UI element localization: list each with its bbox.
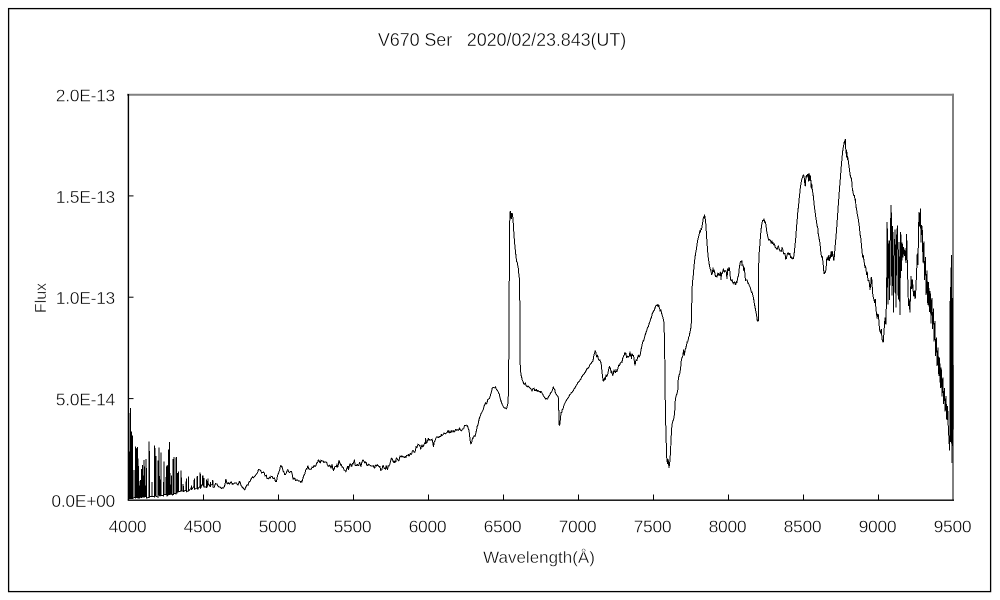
svg-text:1.0E-13: 1.0E-13 [56,288,115,308]
svg-text:5.0E-14: 5.0E-14 [56,390,116,410]
svg-text:4500: 4500 [184,517,222,537]
svg-text:Flux: Flux [33,283,50,313]
svg-text:9000: 9000 [859,517,897,537]
svg-text:7500: 7500 [634,517,672,537]
svg-text:0.0E+00: 0.0E+00 [51,491,115,511]
svg-text:1.5E-13: 1.5E-13 [56,187,115,207]
svg-text:8000: 8000 [709,517,747,537]
svg-text:V670 Ser 2020/02/23.843(UT): V670 Ser 2020/02/23.843(UT) [378,30,626,50]
svg-text:9500: 9500 [934,517,972,537]
svg-text:5500: 5500 [334,517,372,537]
svg-text:6000: 6000 [409,517,447,537]
svg-text:6500: 6500 [484,517,522,537]
svg-text:2.0E-13: 2.0E-13 [56,86,115,106]
svg-text:7000: 7000 [559,517,597,537]
svg-text:4000: 4000 [109,517,147,537]
svg-text:8500: 8500 [784,517,822,537]
svg-text:5000: 5000 [259,517,297,537]
svg-text:Wavelength(Å): Wavelength(Å) [483,548,595,567]
